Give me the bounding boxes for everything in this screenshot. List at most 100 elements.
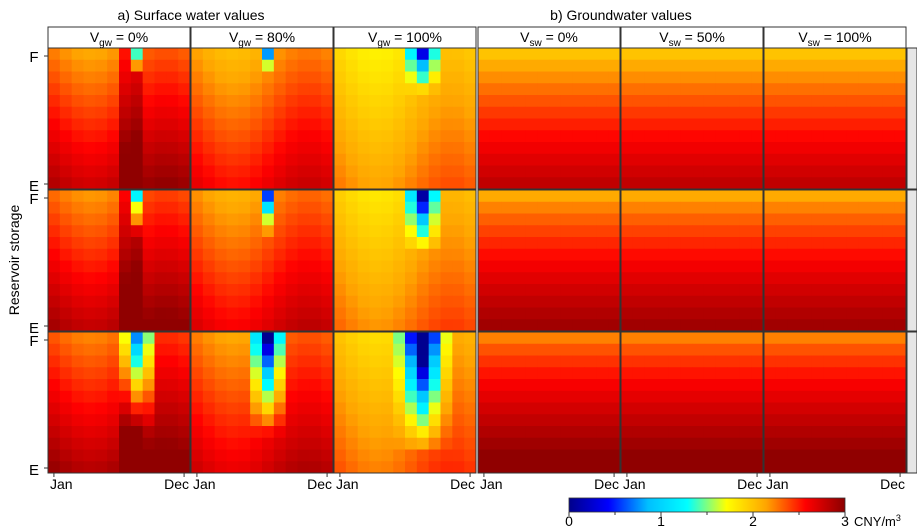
heatmap-cell [48, 59, 61, 72]
heatmap-cell [393, 319, 406, 332]
heatmap-cell [715, 71, 728, 84]
heatmap-cell [214, 367, 227, 380]
panel-border [47, 331, 191, 474]
heatmap-cell [226, 142, 239, 155]
heatmap-cell [250, 343, 263, 356]
heatmap-cell [846, 83, 860, 96]
heatmap-cell [273, 106, 287, 119]
heatmap-cell [119, 307, 132, 320]
heatmap-cell [309, 177, 322, 190]
heatmap-cell [357, 367, 370, 380]
heatmap-cell [202, 71, 216, 84]
heatmap-cell [381, 130, 394, 143]
heatmap-cell [48, 390, 61, 403]
heatmap-cell [381, 437, 394, 450]
heatmap-cell [119, 355, 132, 368]
heatmap-cell [846, 437, 860, 450]
heatmap-cell [464, 437, 477, 450]
heatmap-cell [608, 190, 621, 203]
heatmap-cell [668, 355, 681, 368]
heatmap-cell [202, 83, 216, 96]
heatmap-cell [262, 177, 275, 190]
heatmap-cell [870, 295, 883, 308]
heatmap-cell [83, 248, 96, 261]
heatmap-cell [297, 414, 310, 427]
heatmap-cell [250, 118, 263, 131]
heatmap-cell [632, 260, 646, 273]
heatmap-cell [273, 237, 287, 250]
heatmap-cell [692, 201, 705, 214]
heatmap-cell [680, 379, 693, 392]
panel-border [333, 189, 477, 332]
heatmap-cell [83, 106, 96, 119]
heatmap-cell [727, 153, 740, 166]
heatmap-cell [703, 237, 717, 250]
heatmap-cell [811, 461, 824, 474]
heatmap-cell [489, 248, 503, 261]
heatmap-cell [107, 248, 120, 261]
heatmap-cell [549, 402, 562, 415]
heatmap-cell [345, 284, 359, 297]
heatmap-cell [321, 83, 334, 96]
heatmap-cell [273, 379, 287, 392]
heatmap-cell [478, 106, 491, 119]
heatmap-cell [59, 95, 73, 108]
heatmap-cell [644, 190, 657, 203]
heatmap-cell [178, 295, 191, 308]
heatmap-cell [238, 332, 251, 345]
heatmap-cell [226, 332, 239, 345]
heatmap-cell [345, 379, 359, 392]
heatmap-cell [680, 71, 693, 84]
heatmap-cell [656, 118, 669, 131]
heatmap-cell [107, 237, 120, 250]
heatmap-cell [715, 118, 728, 131]
heatmap-cell [285, 295, 298, 308]
heatmap-cell [537, 59, 550, 72]
heatmap-cell [119, 461, 132, 474]
heatmap-cell [513, 343, 526, 356]
heatmap-cell [715, 83, 728, 96]
heatmap-cell [835, 461, 848, 474]
heatmap-cell [393, 449, 406, 462]
heatmap-cell [858, 213, 871, 226]
heatmap-cell [537, 177, 550, 190]
heatmap-cell [715, 390, 728, 403]
heatmap-cell [703, 190, 717, 203]
heatmap-cell [393, 343, 406, 356]
heatmap-cell [238, 379, 251, 392]
heatmap-cell [799, 83, 812, 96]
heatmap-cell [644, 332, 657, 345]
heatmap-cell [393, 190, 406, 203]
heatmap-cell [858, 414, 871, 427]
heatmap-cell [596, 284, 609, 297]
heatmap-cell [95, 225, 108, 238]
heatmap-cell [835, 426, 848, 439]
heatmap-cell [71, 118, 84, 131]
heatmap-cell [501, 426, 514, 439]
heatmap-cell [489, 95, 503, 108]
x-tick-label: Dec [594, 476, 619, 492]
heatmap-cell [537, 83, 550, 96]
heatmap-cell [621, 130, 634, 143]
heatmap-cell [882, 59, 895, 72]
heatmap-cell [870, 379, 883, 392]
heatmap-cell [428, 106, 441, 119]
heatmap-cell [119, 319, 132, 332]
panel-border [477, 331, 621, 474]
heatmap-cell [48, 260, 61, 273]
heatmap-cell [787, 95, 800, 108]
heatmap-cell [178, 272, 191, 285]
heatmap-cell [692, 130, 705, 143]
heatmap-cell [345, 190, 359, 203]
heatmap-panel [477, 189, 621, 332]
heatmap-cell [870, 201, 883, 214]
heatmap-cell [48, 83, 61, 96]
heatmap-cell [357, 130, 370, 143]
heatmap-cell [584, 307, 597, 320]
heatmap-cell [751, 225, 764, 238]
heatmap-cell [357, 319, 370, 332]
heatmap-cell [334, 48, 347, 61]
heatmap-cell [787, 284, 800, 297]
heatmap-cell [405, 59, 418, 72]
heatmap-cell [549, 414, 562, 427]
